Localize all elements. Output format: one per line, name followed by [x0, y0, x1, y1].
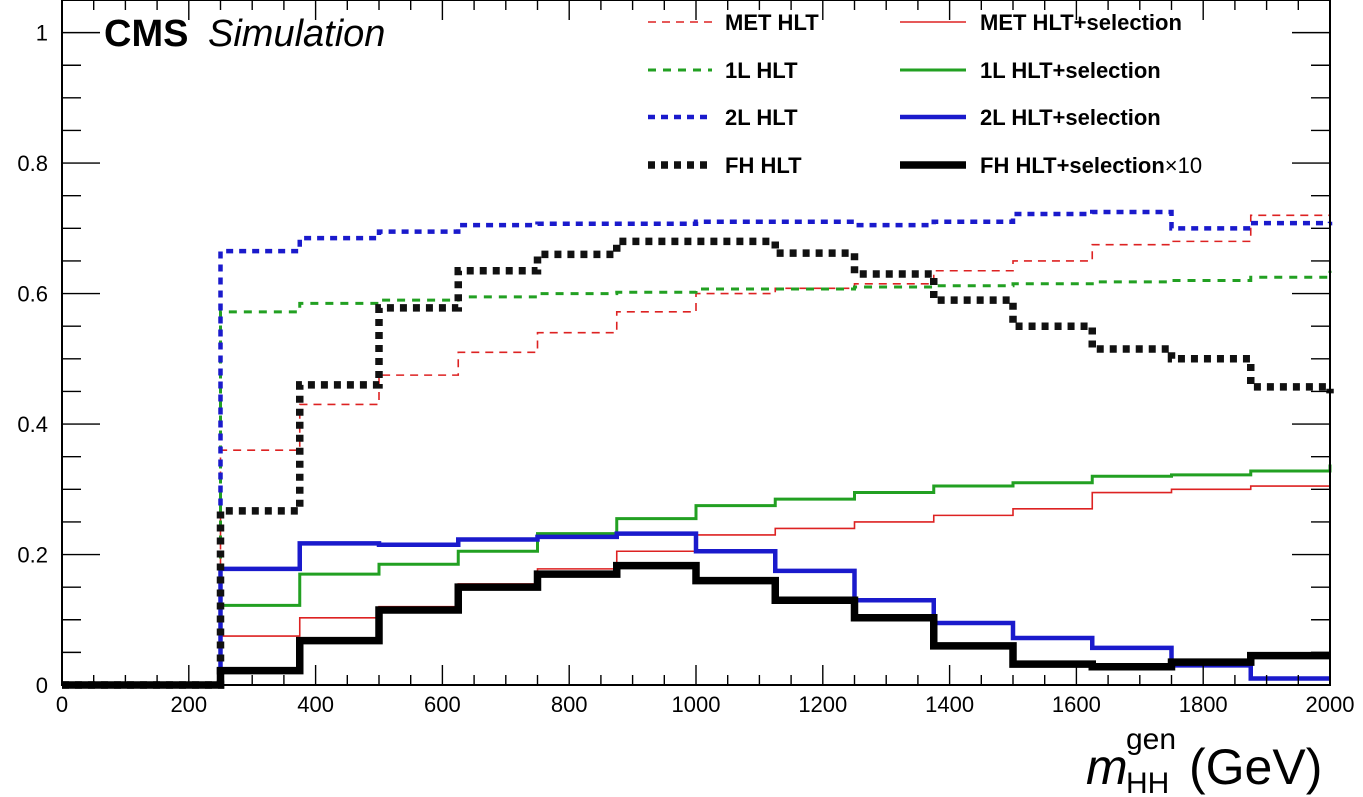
series-fh-hlt-line [62, 237, 1334, 689]
legend-label-suffix: ×10 [1165, 153, 1202, 178]
x-axis-title: m gen HH (GeV) [1086, 723, 1322, 797]
y-tick-label: 0 [36, 673, 48, 698]
x-tick-label: 1600 [1052, 692, 1101, 717]
status-label: Simulation [208, 13, 385, 55]
x-tick-label: 1800 [1179, 692, 1228, 717]
series-2l-hlt-selection-line [62, 531, 1330, 688]
y-tick-label: 0.6 [17, 282, 48, 307]
y-tick-label: 0.8 [17, 151, 48, 176]
x-axis-unit: (GeV) [1189, 739, 1322, 795]
experiment-label: CMS [104, 13, 188, 55]
x-tick-label: 400 [297, 692, 334, 717]
y-tick-label: 1 [36, 21, 48, 46]
x-axis-symbol: m [1086, 739, 1128, 795]
x-tick-label: 600 [424, 692, 461, 717]
legend-label-1l-hlt: 1L HLT [725, 58, 798, 83]
series-layer [62, 209, 1334, 689]
series-met-hlt-line [62, 212, 1331, 686]
legend-label-2l-hlt-selection: 2L HLT+selection [980, 105, 1161, 130]
y-tick-label: 0.2 [17, 543, 48, 568]
x-tick-label: 1400 [925, 692, 974, 717]
legend-label-2l-hlt: 2L HLT [725, 105, 798, 130]
legend: MET HLT 1L HLT 2L HLT FH HLT MET HLT+selecti… [648, 10, 1202, 178]
series-1l-hlt-selection-line [62, 464, 1332, 687]
x-axis-subscript: HH [1126, 767, 1169, 797]
tick-layer [61, 0, 1331, 686]
series-fh-hlt-selection-line [62, 561, 1330, 689]
series-2l-hlt-line [62, 209, 1333, 688]
x-tick-label: 800 [551, 692, 588, 717]
legend-label-met-hlt-selection: MET HLT+selection [980, 10, 1182, 35]
series-1l-hlt-line [62, 270, 1332, 687]
y-tick-label: 0.4 [17, 412, 48, 437]
x-tick-label: 200 [170, 692, 207, 717]
legend-label-met-hlt: MET HLT [725, 10, 819, 35]
x-tick-label: 0 [56, 692, 68, 717]
x-tick-label: 2000 [1306, 692, 1355, 717]
x-tick-label: 1000 [672, 692, 721, 717]
x-axis-superscript: gen [1126, 723, 1176, 756]
legend-label-fh-hlt-selection: FH HLT+selection×10 [980, 153, 1202, 178]
legend-label-1l-hlt-selection: 1L HLT+selection [980, 58, 1161, 83]
legend-label-fh-hlt: FH HLT [725, 153, 802, 178]
tick-labels: 0 200 400 600 800 1000 1200 1400 1600 1800 2000 0 0.… [17, 21, 1354, 717]
x-tick-label: 1200 [798, 692, 847, 717]
series-met-hlt-selection-line [62, 479, 1331, 686]
